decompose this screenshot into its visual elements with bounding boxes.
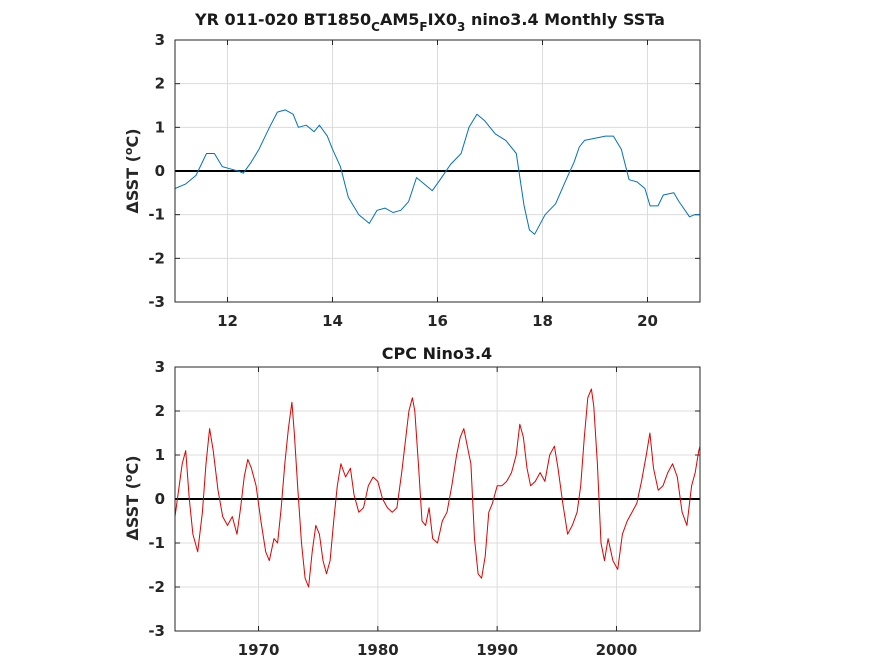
y-axis-label-model: ΔSST (oC) [122,128,142,213]
x-tick-label: 12 [217,312,238,330]
y-tick-label: 2 [155,75,165,93]
y-tick-label: 0 [155,162,165,180]
axes-frame-cpc [174,366,701,632]
y-tick-label: -1 [148,206,165,224]
y-tick-label: 1 [155,446,165,464]
chart-title-cpc: CPC Nino3.4 [382,344,492,363]
y-tick-label: 3 [155,31,165,49]
x-tick-label: 18 [532,312,553,330]
y-tick-label: -1 [148,534,165,552]
x-tick-label: 14 [322,312,343,330]
x-tick-label: 1990 [476,641,518,656]
y-tick-label: 1 [155,118,165,136]
y-ticks-cpc: 3 2 1 0 -1 -2 -3 [148,358,700,640]
series-line-model [174,109,700,235]
y-tick-label: 0 [155,490,165,508]
x-tick-label: 20 [637,312,658,330]
x-tick-label: 1980 [357,641,399,656]
y-tick-label: -2 [148,249,165,267]
series-model [174,109,700,235]
series-line-cpc [174,388,701,588]
y-tick-label: 2 [155,402,165,420]
x-tick-label: 2000 [596,641,638,656]
x-ticks-model: 12 14 16 18 20 [217,40,658,330]
panel-model-sst: YR 011-020 BT1850CAM5FIX03 nino3.4 Month… [122,10,701,330]
y-tick-label: -3 [148,293,165,311]
y-tick-label: 3 [155,358,165,376]
x-tick-label: 16 [427,312,448,330]
y-tick-label: -3 [148,622,165,640]
chart-title-model: YR 011-020 BT1850CAM5FIX03 nino3.4 Month… [194,10,665,34]
x-tick-label: 1970 [238,641,280,656]
panel-cpc-nino34: CPC Nino3.4 ΔSST (oC) 1970 1980 1990 2000 3… [122,344,701,656]
axes-frame-model [174,39,701,303]
y-axis-label-cpc: ΔSST (oC) [122,455,142,540]
series-cpc [174,388,701,588]
x-ticks-cpc: 1970 1980 1990 2000 [238,367,638,656]
y-tick-label: -2 [148,578,165,596]
